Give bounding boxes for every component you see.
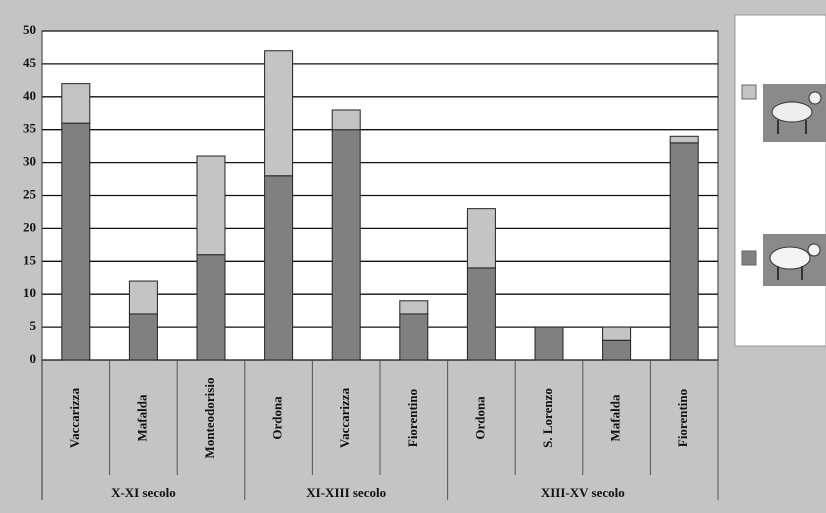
group-label: XIII-XV secolo <box>541 485 625 500</box>
y-tick-label: 10 <box>23 285 36 300</box>
y-tick-label: 35 <box>23 121 37 136</box>
legend-icon-sheep <box>763 234 826 286</box>
bar-segment <box>399 313 429 361</box>
y-tick-label: 15 <box>23 252 37 267</box>
bar-segment <box>534 326 564 361</box>
x-tick-label: Fiorentino <box>405 389 420 447</box>
legend-icon-goat <box>763 84 826 142</box>
legend-swatch <box>741 84 757 100</box>
bar-segment <box>669 135 699 144</box>
bar-segment <box>196 254 226 361</box>
legend-swatch <box>741 250 757 266</box>
bar-segment <box>669 142 699 361</box>
bar-segment <box>466 208 496 269</box>
bar-segment <box>331 129 361 361</box>
group-label: X-XI secolo <box>111 485 176 500</box>
x-tick-label: Monteodorisio <box>202 378 217 459</box>
bar-segment <box>196 155 226 256</box>
x-tick-label: S. Lorenzo <box>540 388 555 448</box>
y-tick-label: 50 <box>23 22 36 37</box>
group-label: XI-XIII secolo <box>306 485 386 500</box>
x-tick-label: Vaccarizza <box>337 387 352 448</box>
bar-segment <box>128 280 158 315</box>
legend <box>734 14 826 347</box>
y-tick-label: 45 <box>23 55 37 70</box>
bar-segment <box>128 313 158 361</box>
y-tick-label: 25 <box>23 186 37 201</box>
y-tick-label: 30 <box>23 154 36 169</box>
bar-segment <box>466 267 496 361</box>
y-tick-label: 5 <box>30 318 37 333</box>
bar-segment <box>264 50 294 177</box>
bar-segment <box>61 83 91 124</box>
x-tick-label: Mafalda <box>608 394 623 441</box>
y-tick-label: 20 <box>23 219 36 234</box>
bar-segment <box>399 300 429 315</box>
bar-segment <box>264 175 294 361</box>
x-tick-label: Ordona <box>472 396 487 440</box>
bar-segment <box>61 122 91 361</box>
x-tick-label: Mafalda <box>134 394 149 441</box>
y-tick-label: 40 <box>23 88 36 103</box>
bar-segment <box>602 339 632 361</box>
x-tick-label: Fiorentino <box>675 389 690 447</box>
x-tick-label: Ordona <box>270 396 285 440</box>
x-tick-label: Vaccarizza <box>67 387 82 448</box>
bar-segment <box>602 326 632 341</box>
y-tick-label: 0 <box>30 351 37 366</box>
bar-segment <box>331 109 361 131</box>
